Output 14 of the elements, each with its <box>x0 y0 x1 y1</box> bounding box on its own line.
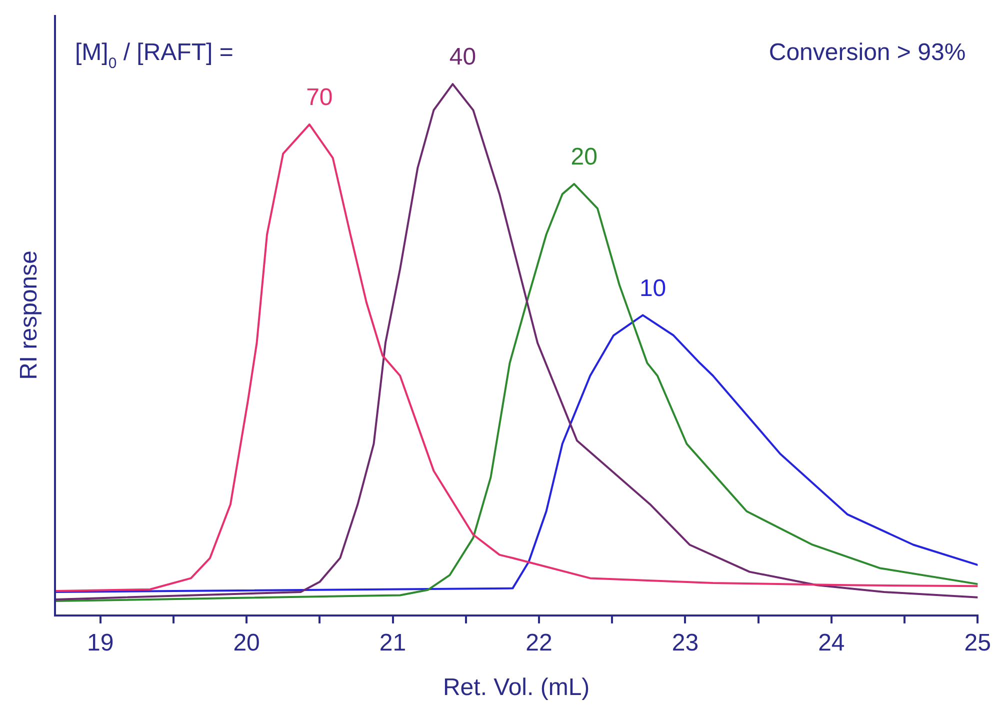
series-label: 70 <box>306 84 333 112</box>
text: Conversion > 93% <box>768 39 966 66</box>
x-tick-label: 19 <box>86 629 114 656</box>
x-axis-title: Ret. Vol. (mL) <box>442 674 590 702</box>
x-tick-label: 24 <box>818 629 845 656</box>
series-label: 10 <box>639 274 666 302</box>
y-axis-title: RI response <box>16 250 43 380</box>
x-tick-label: 25 <box>964 629 992 656</box>
x-tick-label: 22 <box>526 629 552 656</box>
x-tick-label: 21 <box>379 629 406 656</box>
series-label: 40 <box>449 44 476 71</box>
x-tick-label: 23 <box>672 629 699 656</box>
series-label: 20 <box>570 144 598 171</box>
x-tick-label: 20 <box>233 629 260 656</box>
